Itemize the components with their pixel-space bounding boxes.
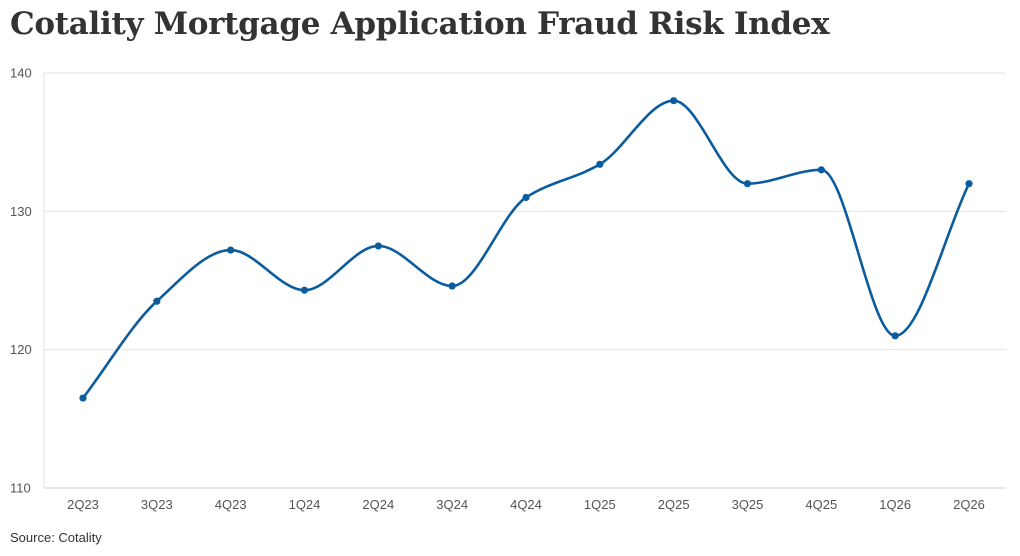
gridlines: [44, 72, 1006, 351]
x-tick-label: 2Q25: [658, 497, 690, 512]
x-tick-label: 3Q23: [141, 497, 173, 512]
data-point-2q25: [670, 97, 678, 105]
x-tick-label: 4Q25: [805, 497, 837, 512]
y-tick-label: 120: [10, 342, 32, 357]
data-point-3q23: [153, 297, 161, 305]
data-point-3q24: [448, 282, 456, 290]
x-tick-label: 2Q24: [362, 497, 394, 512]
y-tick-label: 110: [10, 481, 31, 496]
x-tick-label: 4Q24: [510, 497, 542, 512]
data-point-1q24: [300, 286, 309, 294]
source-note: Source: Cotality: [10, 530, 102, 545]
data-point-4q23: [227, 246, 235, 254]
x-tick-label: 2Q26: [953, 497, 985, 512]
data-point-1q25: [596, 160, 604, 168]
x-tick-label: 4Q23: [215, 497, 247, 512]
x-tick-label: 1Q26: [879, 497, 911, 512]
data-point-3q25: [743, 180, 752, 188]
x-tick-label: 1Q25: [584, 497, 616, 512]
data-point-4q24: [522, 193, 530, 202]
chart-title: Cotality Mortgage Application Fraud Risk…: [10, 6, 830, 42]
y-tick-label: 140: [10, 66, 32, 81]
data-points: [79, 97, 973, 402]
x-tick-label: 2Q23: [67, 497, 99, 512]
axes: 110 120 130 140 2Q23 3Q23 4Q23 1Q24 2Q24 3Q24 4Q24…: [10, 66, 1006, 512]
data-point-2q23: [79, 394, 87, 402]
data-point-4q25: [817, 166, 825, 174]
data-point-2q24: [374, 242, 382, 250]
data-point-1q26: [891, 332, 899, 340]
data-point-2q26: [965, 180, 973, 188]
x-tick-label: 3Q24: [436, 497, 468, 512]
x-tick-label: 1Q24: [289, 497, 321, 512]
y-tick-label: 130: [10, 204, 32, 219]
series-layer: [81, 99, 971, 400]
x-tick-label: 3Q25: [732, 497, 764, 512]
series-line: [81, 99, 971, 400]
